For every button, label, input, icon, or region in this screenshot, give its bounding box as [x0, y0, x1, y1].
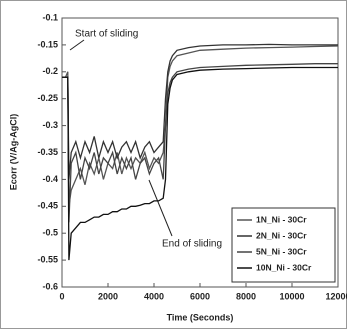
y-tick-label: -0.45 [37, 201, 58, 211]
legend-label: 2N_Ni - 30Cr [256, 230, 307, 240]
x-axis-label: Time (Seconds) [167, 312, 234, 322]
x-tick-label: 4000 [144, 291, 164, 301]
y-tick-label: -0.1 [42, 12, 58, 22]
legend-label: 1N_Ni - 30Cr [256, 214, 307, 224]
y-tick-label: -0.3 [42, 120, 58, 130]
legend-label: 5N_Ni - 30Cr [256, 246, 307, 256]
y-tick-label: -0.35 [37, 147, 58, 157]
annotation-arrow [148, 179, 173, 237]
x-tick-label: 12000 [325, 291, 347, 301]
y-tick-label: -0.5 [42, 228, 58, 238]
y-tick-label: -0.4 [42, 174, 58, 184]
y-tick-label: -0.15 [37, 39, 58, 49]
x-tick-label: 8000 [236, 291, 256, 301]
y-tick-label: -0.55 [37, 254, 58, 264]
y-tick-label: -0.6 [42, 281, 58, 291]
annotation-arrow [69, 39, 85, 51]
y-axis-label: Ecorr (V/Ag-AgCl) [8, 114, 18, 191]
legend-label: 10N_Ni - 30Cr [256, 262, 312, 272]
annotation: Start of sliding [75, 29, 138, 40]
y-tick-label: -0.25 [37, 93, 58, 103]
x-tick-label: 6000 [190, 291, 210, 301]
series-line [62, 43, 338, 180]
series-line [62, 63, 338, 223]
x-tick-label: 10000 [279, 291, 304, 301]
y-tick-label: -0.2 [42, 66, 58, 76]
annotation: End of sliding [162, 239, 222, 250]
x-tick-label: 0 [59, 291, 64, 301]
series-line [62, 45, 339, 207]
series-line [62, 66, 338, 261]
x-tick-label: 2000 [98, 291, 118, 301]
